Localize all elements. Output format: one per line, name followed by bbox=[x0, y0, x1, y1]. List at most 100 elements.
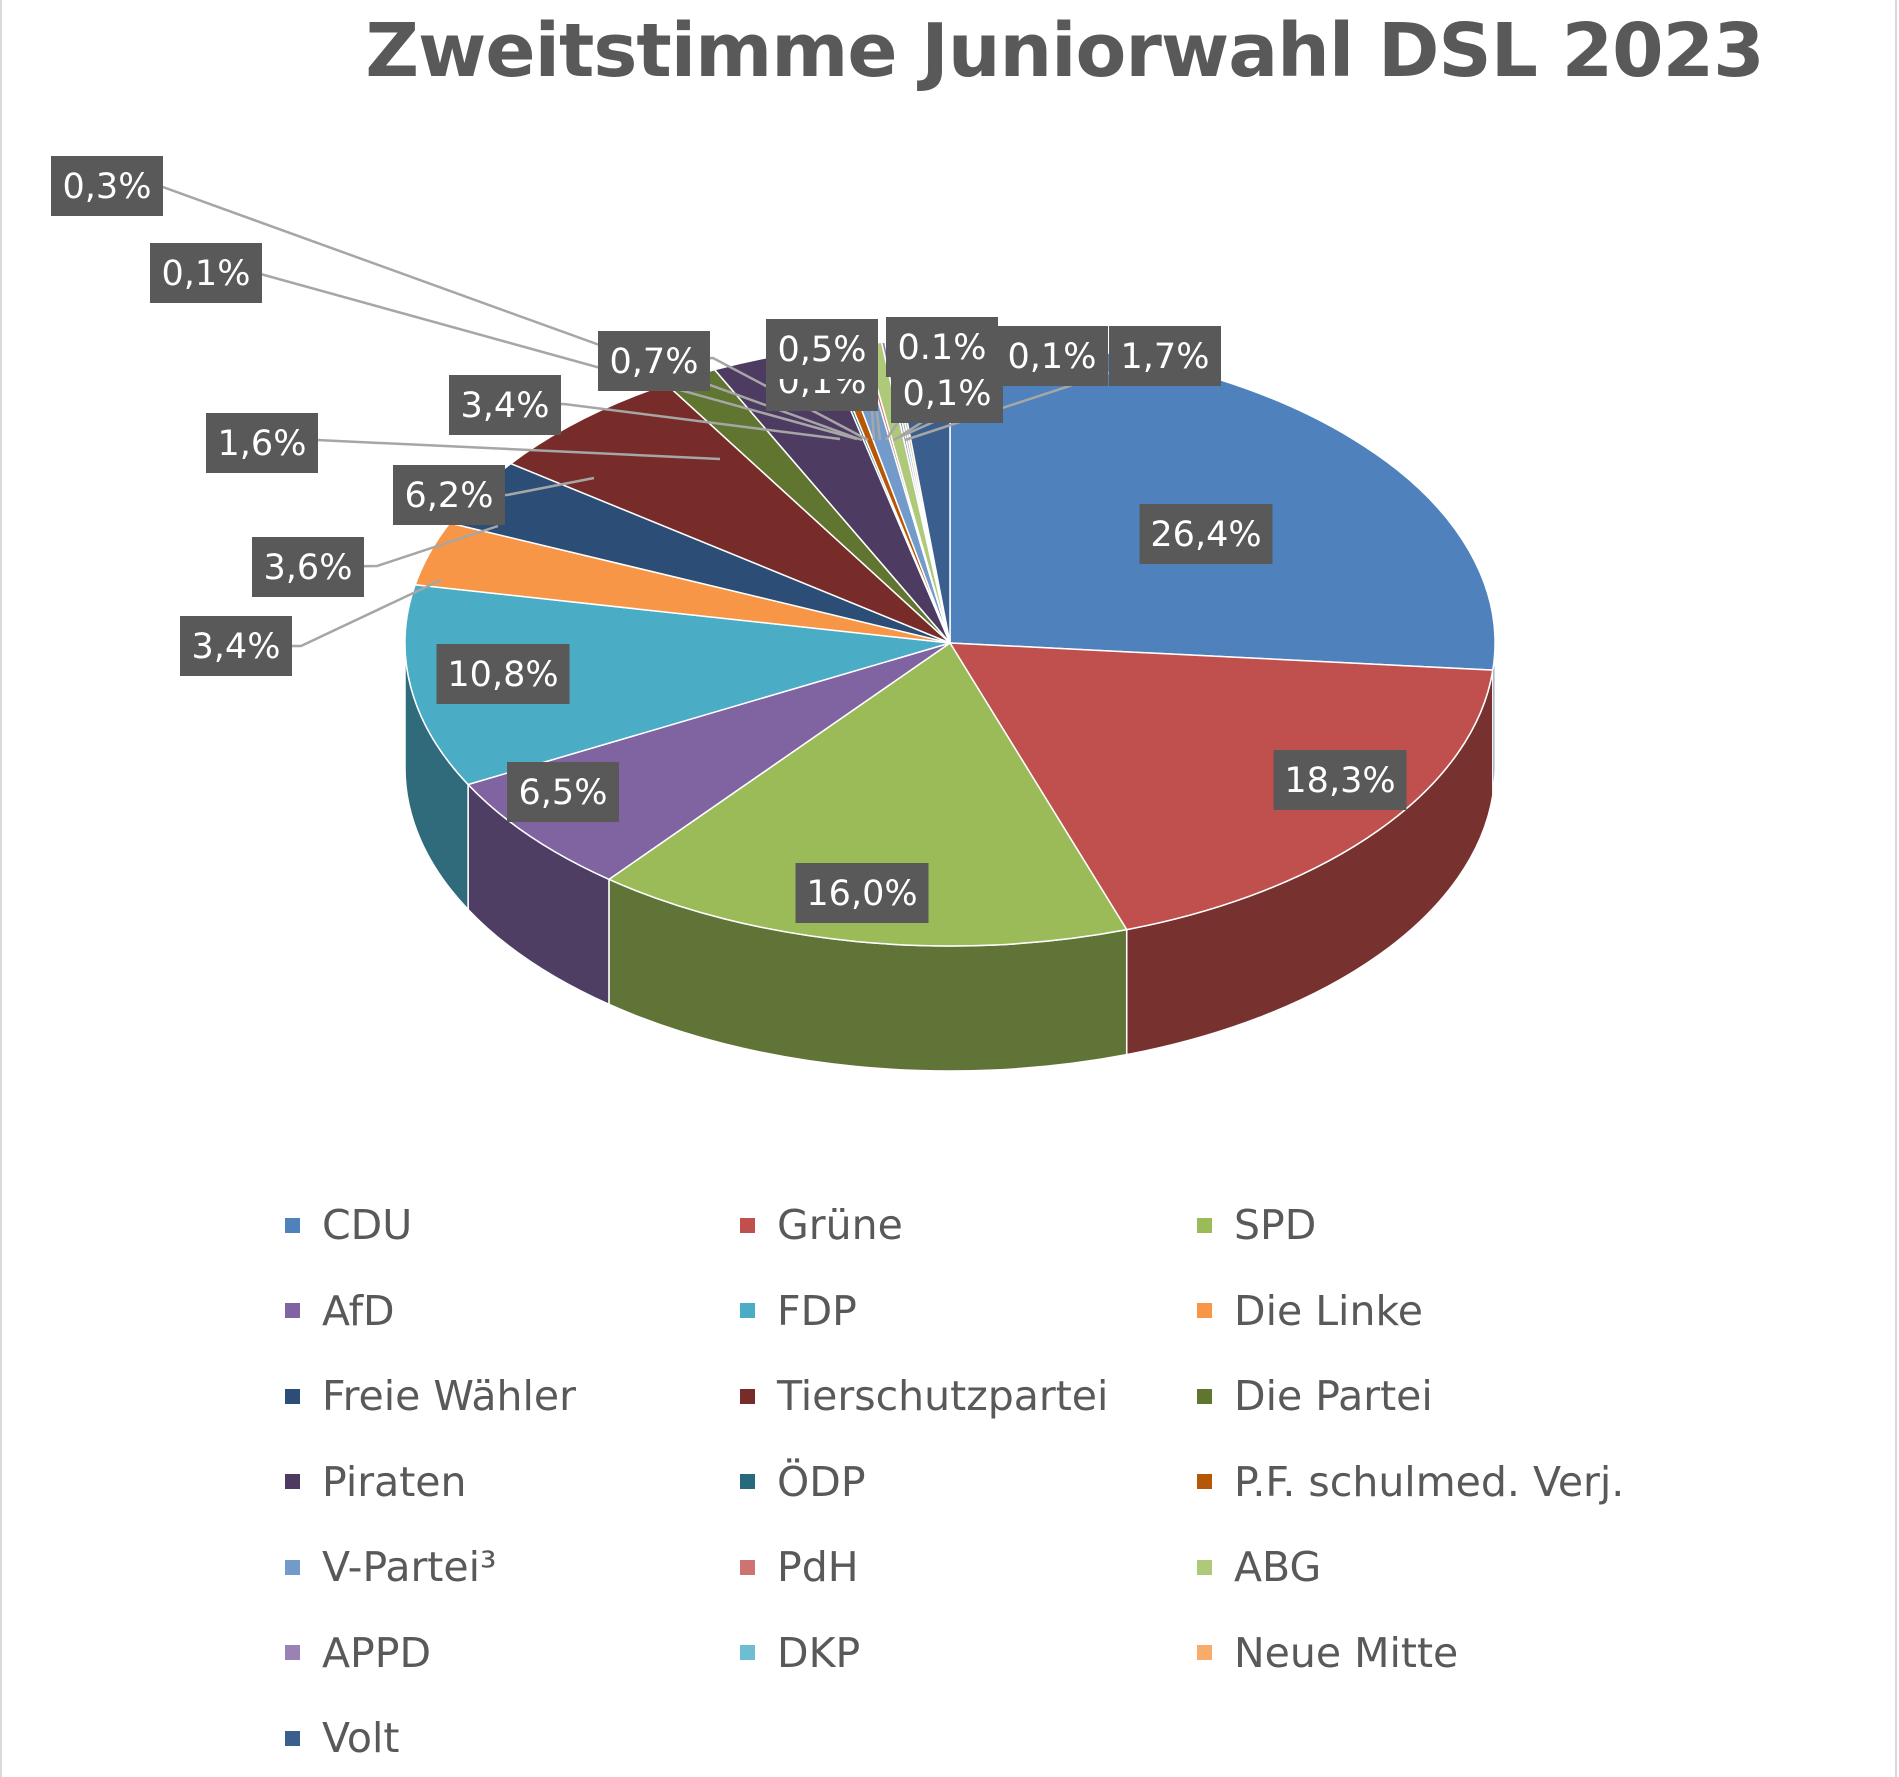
legend-label: ÖDP bbox=[777, 1457, 866, 1506]
legend-item-appd: APPD bbox=[285, 1623, 431, 1683]
data-label-box-neue-mitte bbox=[996, 326, 1108, 386]
legend-item-p-f-schulmed-verj: P.F. schulmed. Verj. bbox=[1197, 1452, 1624, 1512]
data-label-dp: 0,1% bbox=[162, 254, 251, 294]
legend-item-gr-ne: Grüne bbox=[740, 1195, 903, 1255]
legend-label: Die Partei bbox=[1234, 1372, 1433, 1420]
legend-label: Piraten bbox=[322, 1457, 467, 1506]
legend-swatch bbox=[1197, 1303, 1212, 1318]
legend-item-dkp: DKP bbox=[740, 1623, 860, 1683]
legend-label: Grüne bbox=[777, 1201, 903, 1249]
data-label-appd: 0.1% bbox=[898, 328, 987, 368]
data-label-box-tierschutzpartei bbox=[393, 465, 505, 525]
legend-swatch bbox=[740, 1303, 755, 1318]
legend-swatch bbox=[740, 1217, 755, 1233]
data-label-box-piraten bbox=[449, 375, 561, 435]
pie-slice-gr-ne bbox=[948, 642, 1494, 931]
legend-item-volt: Volt bbox=[285, 1708, 399, 1768]
legend-label: APPD bbox=[322, 1628, 432, 1677]
legend-item-pdh: PdH bbox=[740, 1537, 859, 1597]
pie-chart: 26,4% 18,3% 16,0% 6,5% 10,8% 3,4% 3,6% 6,2% 1,6%… bbox=[51, 156, 1496, 1072]
data-label-afd: 6,5% bbox=[519, 773, 608, 813]
data-label-piraten: 3,4% bbox=[461, 386, 550, 426]
legend-item-cdu: CDU bbox=[285, 1195, 412, 1255]
data-label-die-partei: 1,6% bbox=[218, 424, 307, 464]
legend-swatch bbox=[1197, 1645, 1212, 1660]
data-label-box-cdu bbox=[1139, 504, 1273, 564]
legend-swatch bbox=[285, 1303, 300, 1318]
legend-label: Die Linke bbox=[1234, 1286, 1423, 1335]
data-label-neue-mitte: 0,1% bbox=[1008, 337, 1097, 377]
legend-item-spd: SPD bbox=[1197, 1195, 1316, 1255]
legend-swatch bbox=[740, 1388, 755, 1404]
legend-label: Tierschutzpartei bbox=[777, 1372, 1109, 1420]
data-label-spd: 16,0% bbox=[806, 874, 917, 914]
data-label-box-abg bbox=[766, 319, 878, 379]
legend-swatch bbox=[1197, 1474, 1212, 1489]
legend-swatch bbox=[285, 1559, 300, 1575]
legend-label: ABG bbox=[1234, 1543, 1322, 1591]
data-label-box-spd bbox=[795, 863, 929, 923]
legend-label: Volt bbox=[322, 1714, 400, 1762]
data-label-gr-ne: 18,3% bbox=[1284, 761, 1395, 801]
legend-swatch bbox=[1197, 1559, 1212, 1575]
data-label-box-p-f-schulmed-verj bbox=[51, 156, 163, 216]
legend-label: CDU bbox=[322, 1201, 413, 1249]
legend-item-fdp: FDP bbox=[740, 1281, 857, 1341]
data-label-tierschutzpartei: 6,2% bbox=[405, 476, 494, 516]
legend-item-tierschutzpartei: Tierschutzpartei bbox=[740, 1366, 1108, 1426]
data-label-volt: 1,7% bbox=[1121, 337, 1210, 377]
legend-item-dp: ÖDP bbox=[740, 1452, 866, 1512]
data-label-abg: 0,5% bbox=[778, 330, 867, 370]
data-label-fdp: 10,8% bbox=[447, 655, 558, 695]
legend-swatch bbox=[740, 1645, 755, 1660]
data-label-cdu: 26,4% bbox=[1150, 515, 1261, 555]
pie-slice-fdp bbox=[404, 583, 951, 786]
data-label-box-die-linke bbox=[180, 616, 292, 676]
data-label-box-v-partei bbox=[598, 331, 710, 391]
legend-swatch bbox=[740, 1474, 755, 1489]
legend-label: AfD bbox=[322, 1286, 395, 1335]
legend-label: FDP bbox=[777, 1286, 857, 1335]
legend-swatch bbox=[285, 1217, 300, 1233]
legend-label: P.F. schulmed. Verj. bbox=[1234, 1457, 1625, 1506]
data-label-box-die-partei bbox=[206, 413, 318, 473]
data-label-box-dkp bbox=[891, 363, 1003, 423]
data-labels: 26,4% 18,3% 16,0% 6,5% 10,8% 3,4% 3,6% 6,2% 1,6%… bbox=[51, 156, 1407, 923]
pie-slice-spd bbox=[607, 641, 1128, 947]
pie-top-faces bbox=[404, 339, 1496, 947]
data-label-die-linke: 3,4% bbox=[192, 627, 281, 667]
legend-label: Neue Mitte bbox=[1234, 1628, 1459, 1677]
legend-swatch bbox=[285, 1730, 300, 1746]
legend-label: DKP bbox=[777, 1628, 861, 1677]
legend-item-freie-w-hler: Freie Wähler bbox=[285, 1366, 576, 1426]
legend-swatch bbox=[1197, 1388, 1212, 1404]
legend-item-abg: ABG bbox=[1197, 1537, 1321, 1597]
data-label-freie-w-hler: 3,6% bbox=[264, 548, 353, 588]
data-label-dkp: 0,1% bbox=[903, 374, 992, 414]
legend-swatch bbox=[1197, 1217, 1212, 1233]
legend-label: Freie Wähler bbox=[322, 1372, 576, 1420]
legend-swatch bbox=[285, 1645, 300, 1660]
data-label-v-partei: 0,7% bbox=[610, 342, 699, 382]
data-label-box-afd bbox=[507, 762, 619, 822]
legend-item-afd: AfD bbox=[285, 1281, 395, 1341]
chart-title: Zweitstimme Juniorwahl DSL 2023 bbox=[365, 8, 1764, 94]
data-label-box-volt bbox=[1109, 326, 1221, 386]
data-label-box-freie-w-hler bbox=[252, 537, 364, 597]
legend-swatch bbox=[740, 1559, 755, 1575]
legend-label: PdH bbox=[777, 1543, 859, 1591]
data-label-box-gr-ne bbox=[1273, 750, 1407, 810]
legend-label: V-Partei³ bbox=[322, 1543, 497, 1591]
legend-label: SPD bbox=[1234, 1201, 1317, 1249]
data-label-p-f-schulmed-verj: 0,3% bbox=[63, 167, 152, 207]
legend-swatch bbox=[285, 1474, 300, 1489]
legend-item-piraten: Piraten bbox=[285, 1452, 466, 1512]
legend-item-neue-mitte: Neue Mitte bbox=[1197, 1623, 1458, 1683]
data-label-box-fdp bbox=[436, 644, 570, 704]
legend-item-die-linke: Die Linke bbox=[1197, 1281, 1423, 1341]
legend-item-die-partei: Die Partei bbox=[1197, 1366, 1433, 1426]
legend-item-v-partei: V-Partei³ bbox=[285, 1537, 496, 1597]
data-label-box-dp bbox=[150, 243, 262, 303]
legend-swatch bbox=[285, 1388, 300, 1404]
